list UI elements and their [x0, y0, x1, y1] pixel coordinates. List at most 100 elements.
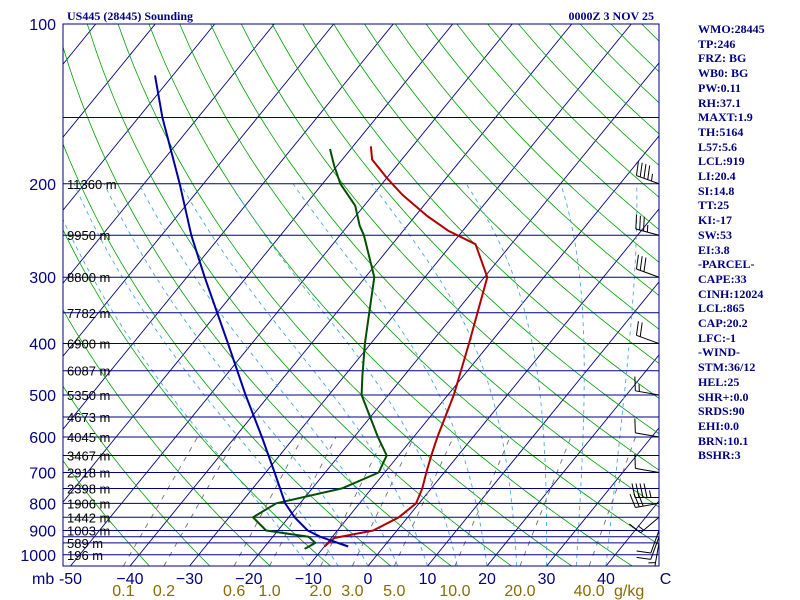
moist-adiabat-line: [103, 183, 369, 566]
pressure-tick-label: 300: [29, 270, 56, 287]
index-item: LCL:919: [698, 154, 745, 169]
index-item: SI:14.8: [698, 183, 735, 198]
temperature-tick-label: 0: [364, 571, 373, 588]
wind-barb-full: [643, 216, 645, 232]
wind-barb-full: [635, 254, 639, 270]
height-label: 5350 m: [67, 388, 110, 403]
index-item: STM:36/12: [698, 360, 756, 375]
dry-adiabat-line: [63, 308, 271, 566]
height-label: 1003 m: [67, 523, 110, 538]
isotherm-line: [248, 62, 659, 566]
sounding-traces: [154, 75, 489, 550]
temperature-tick-label: 20: [478, 571, 496, 588]
index-item: LFC:-1: [698, 330, 736, 345]
wind-barb-full: [634, 376, 636, 391]
wind-barb-full: [639, 483, 644, 498]
mixing-ratio-label: 1.0: [258, 583, 280, 600]
index-item: CAP:20.2: [698, 316, 748, 331]
moist-adiabat-line: [73, 183, 339, 566]
isobars: [63, 23, 659, 556]
index-item: FRZ: BG: [698, 51, 747, 66]
height-label: 196 m: [67, 548, 103, 563]
indices-panel: WMO:28445 TP:246 FRZ: BG WB0: BG PW:0.11 RH:3…: [698, 22, 798, 463]
dry-adiabat-line: [210, 24, 659, 508]
mixing-ratio-label: 20.0: [504, 583, 535, 600]
index-item: TT:25: [698, 198, 730, 213]
index-item: MAXT:1.9: [698, 110, 753, 125]
background-lines: [0, 24, 659, 566]
moist-adiabat-line: [179, 183, 428, 566]
index-item: SRDS:90: [698, 404, 745, 419]
index-item: CINH:12024: [698, 286, 764, 301]
wind-barb-full: [639, 322, 643, 337]
isotherm-line: [427, 281, 659, 566]
dry-adiabat-line: [86, 24, 512, 566]
isotherm-line: [189, 24, 632, 566]
temperature-tick-label: −30: [176, 571, 203, 588]
mixing-ratio-line: [269, 436, 337, 566]
wind-barb: [636, 536, 660, 560]
chart-title: US445 (28445) Sounding: [67, 9, 193, 23]
mixing-ratio-label: 0.6: [223, 583, 245, 600]
dry-adiabat-line: [63, 142, 392, 566]
mixing-ratio-label: 10.0: [439, 583, 470, 600]
wind-barb-staff: [635, 432, 660, 438]
mixing-ratio-line: [519, 436, 572, 566]
moist-adiabat-line: [465, 183, 548, 566]
isotherm-line: [63, 24, 156, 138]
index-item: SHR+:0.0: [698, 389, 749, 404]
wind-barb-staff: [650, 536, 660, 560]
moist-adiabat-line: [230, 183, 458, 566]
index-item: SW:53: [698, 227, 733, 242]
dry-adiabat-line: [63, 385, 211, 566]
wind-barb-full: [634, 454, 636, 469]
height-label: 6900 m: [67, 337, 110, 352]
pressure-tick-label: 800: [29, 496, 56, 513]
dry-adiabat-line: [148, 24, 633, 566]
temperature-tick-label: −40: [116, 571, 143, 588]
mixing-ratio-label: 5.0: [383, 583, 405, 600]
index-item: EHI:0.0: [698, 418, 740, 433]
height-label: 2918 m: [67, 466, 110, 481]
wind-barb-full: [629, 523, 641, 534]
mixing-ratio-line: [233, 436, 303, 566]
pressure-tick-label: 600: [29, 430, 56, 447]
temperature-tick-label: -50: [59, 571, 82, 588]
index-item: -WIND-: [698, 345, 740, 360]
temperature-tick-label: −20: [235, 571, 262, 588]
mixing-ratio-line: [351, 436, 415, 566]
index-item: HEL:25: [698, 374, 740, 389]
index-item: WMO:28445: [698, 22, 765, 36]
mixing-ratio-label: 0.1: [112, 583, 134, 600]
dry-adiabat-line: [63, 459, 150, 566]
wind-barb-full: [629, 494, 636, 508]
index-item: LI:20.4: [698, 169, 736, 184]
temperature-tick-label: −10: [295, 571, 322, 588]
pressure-tick-label: 200: [29, 177, 56, 194]
dry-adiabat-line: [333, 24, 659, 364]
height-label: 1906 m: [67, 496, 110, 511]
index-item: TP:246: [698, 36, 736, 51]
pressure-tick-label: 700: [29, 466, 56, 483]
dry-adiabat-line: [394, 24, 659, 296]
dry-adiabat-line: [63, 45, 452, 566]
index-item: BRN:10.1: [698, 433, 749, 448]
wind-barb-half: [650, 173, 653, 182]
wind-barb-full: [637, 492, 644, 507]
wind-barb: [648, 542, 660, 567]
pressure-tick-label: 900: [29, 523, 56, 540]
isotherm-line: [0, 24, 36, 566]
temperature-trace: [323, 146, 489, 548]
isotherm-line: [63, 24, 394, 430]
temperature-tick-label: C: [660, 571, 672, 588]
dry-adiabat-line: [63, 228, 331, 566]
wind-barb: [631, 483, 659, 498]
index-item: CAPE:33: [698, 271, 747, 286]
index-item: BSHR:3: [698, 448, 741, 463]
index-item: PW:0.11: [698, 80, 742, 95]
pressure-unit-label: mb: [32, 571, 54, 588]
wind-barb-full: [647, 165, 651, 180]
pressure-tick-label: 100: [29, 17, 56, 34]
wind-barb-full: [633, 493, 640, 507]
